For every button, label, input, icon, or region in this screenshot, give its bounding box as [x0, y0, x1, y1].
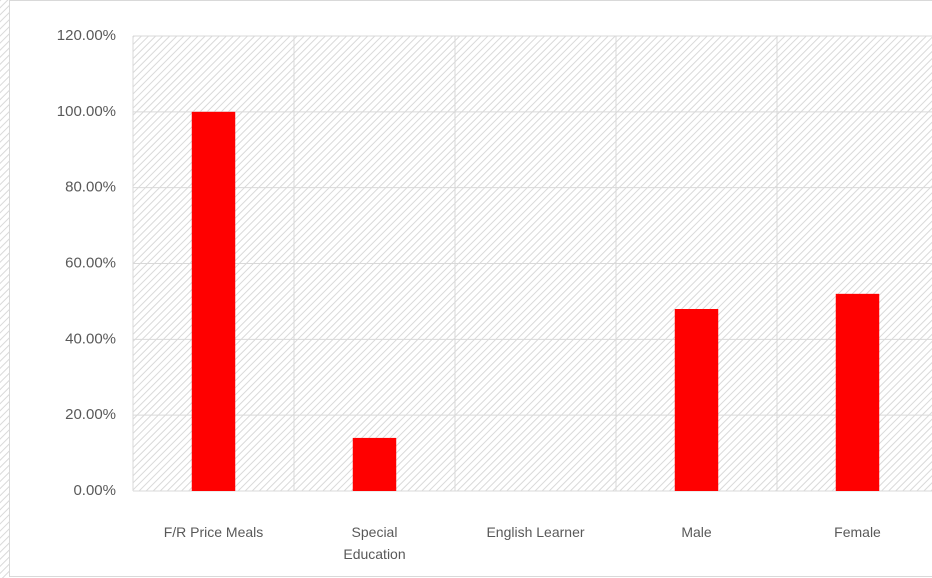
y-tick-label: 80.00%	[65, 179, 116, 196]
y-tick-label: 120.00%	[57, 27, 116, 44]
y-tick-label: 0.00%	[73, 482, 116, 499]
y-tick-label: 60.00%	[65, 254, 116, 271]
y-tick-label: 100.00%	[57, 103, 116, 120]
x-tick-label: F/R Price Meals	[163, 524, 264, 540]
y-tick-label: 40.00%	[65, 330, 116, 347]
x-tick-label: Female	[834, 524, 881, 540]
bar	[674, 309, 719, 491]
bar	[835, 293, 880, 491]
x-tick-label: Special Education	[343, 524, 406, 562]
y-tick-label: 20.00%	[65, 406, 116, 423]
left-strip	[0, 0, 9, 578]
x-tick-label: Male	[681, 524, 712, 540]
x-tick-label: English Learner	[486, 524, 585, 540]
bar	[191, 111, 236, 491]
bar	[352, 437, 397, 491]
